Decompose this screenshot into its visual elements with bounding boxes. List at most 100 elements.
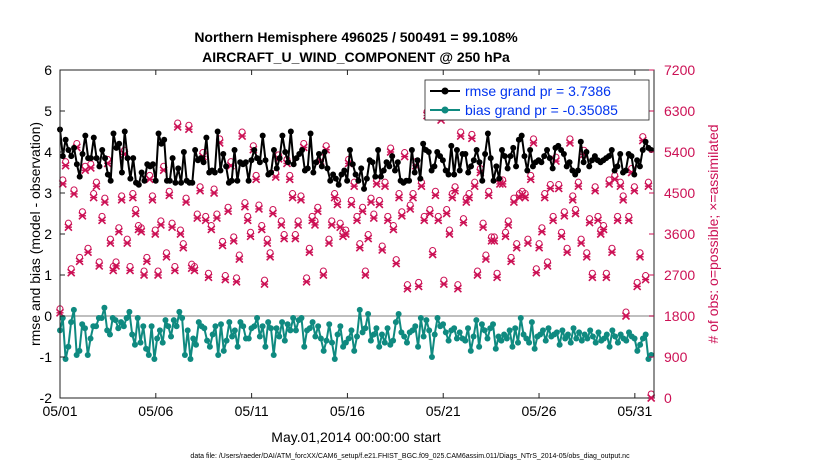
rmse-data-point — [355, 177, 362, 184]
rmse-data-point — [406, 177, 413, 184]
bias-data-point — [587, 327, 594, 334]
obs-assimilated-marker — [501, 232, 510, 241]
bias-data-point — [187, 356, 194, 363]
obs-assimilated-marker — [218, 241, 227, 250]
bias-data-point — [603, 331, 610, 338]
bias-data-point — [126, 308, 133, 315]
rmse-data-point — [417, 175, 424, 182]
bias-data-point — [256, 333, 263, 340]
bias-data-point — [345, 335, 352, 342]
bias-data-point — [612, 333, 619, 340]
obs-assimilated-marker — [512, 243, 521, 252]
bias-data-point — [337, 323, 344, 330]
bias-data-point — [573, 335, 580, 342]
obs-assimilated-marker — [535, 243, 544, 252]
chart-title-line2: AIRCRAFT_U_WIND_COMPONENT @ 250 hPa — [202, 49, 510, 65]
obs-assimilated-marker — [479, 223, 488, 232]
rmse-data-point — [276, 155, 283, 162]
x-tick-label: 05/31 — [617, 403, 652, 419]
rmse-data-point — [110, 130, 117, 137]
bias-data-point — [179, 315, 186, 322]
y-tick-label-left: -2 — [40, 390, 53, 406]
rmse-data-point — [546, 155, 553, 162]
rmse-data-point — [285, 159, 292, 166]
rmse-data-point — [310, 169, 317, 176]
bias-data-point — [84, 351, 91, 358]
rmse-data-point — [560, 151, 567, 158]
bias-data-point — [154, 335, 161, 342]
rmse-data-point — [214, 128, 221, 135]
bias-data-point — [165, 323, 172, 330]
chart-title-line1: Northern Hemisphere 496025 / 500491 = 99… — [194, 29, 518, 45]
bias-data-point — [123, 315, 130, 322]
rmse-data-point — [344, 177, 351, 184]
rmse-data-point — [68, 153, 75, 160]
bias-data-point — [168, 333, 175, 340]
bias-data-point — [376, 343, 383, 350]
rmse-data-point — [172, 179, 179, 186]
obs-assimilated-marker — [100, 198, 109, 207]
obs-assimilated-marker — [546, 184, 555, 193]
rmse-data-point — [200, 159, 207, 166]
obs-assimilated-marker — [397, 211, 406, 220]
rmse-data-point — [161, 136, 168, 143]
obs-assimilated-marker — [372, 179, 381, 188]
bias-data-point — [231, 327, 238, 334]
obs-assimilated-marker — [333, 200, 342, 209]
bias-data-point — [162, 317, 169, 324]
rmse-data-point — [377, 173, 384, 180]
rmse-data-point — [99, 146, 106, 153]
rmse-data-point — [93, 155, 100, 162]
rmse-data-point — [149, 161, 156, 168]
obs-assimilated-marker — [327, 220, 336, 229]
bias-data-point — [329, 339, 336, 346]
bias-data-point — [287, 327, 294, 334]
rmse-data-point — [487, 155, 494, 162]
obs-assimilated-marker — [184, 125, 193, 134]
obs-assimilated-marker — [196, 186, 205, 195]
bias-data-point — [156, 327, 163, 334]
bias-data-point — [262, 343, 269, 350]
obs-assimilated-marker — [568, 195, 577, 204]
rmse-data-point — [71, 144, 78, 151]
rmse-data-point — [259, 132, 266, 139]
y-tick-label-left: 2 — [44, 226, 52, 242]
rmse-data-point — [490, 177, 497, 184]
rmse-data-point — [290, 161, 297, 168]
rmse-data-point — [636, 163, 643, 170]
obs-assimilated-marker — [529, 138, 538, 147]
obs-assimilated-marker — [67, 268, 76, 277]
bias-data-point — [151, 356, 158, 363]
rmse-data-point — [639, 146, 646, 153]
obs-assimilated-marker — [207, 225, 216, 234]
obs-assimilated-marker — [375, 200, 384, 209]
obs-assimilated-marker — [554, 184, 563, 193]
obs-assimilated-marker — [291, 234, 300, 243]
obs-assimilated-marker — [596, 229, 605, 239]
obs-assimilated-marker — [361, 270, 370, 280]
rmse-data-point — [586, 163, 593, 170]
bias-data-point — [220, 347, 227, 354]
bias-data-point — [564, 331, 571, 338]
obs-assimilated-marker — [280, 234, 289, 243]
obs-assimilated-marker — [607, 248, 617, 257]
bias-data-point — [259, 323, 266, 330]
obs-assimilated-marker — [448, 193, 457, 202]
obs-assimilated-marker — [97, 216, 107, 225]
obs-assimilated-marker — [182, 198, 191, 207]
rmse-data-point — [614, 163, 621, 170]
rmse-data-point — [445, 171, 452, 178]
rmse-data-point — [287, 128, 294, 135]
bias-data-point — [378, 331, 385, 338]
bias-data-point — [384, 325, 391, 332]
rmse-data-point — [79, 151, 86, 158]
bias-data-point — [395, 310, 402, 317]
bias-data-point — [423, 317, 430, 324]
bias-data-point — [440, 321, 447, 328]
rmse-data-point — [468, 163, 475, 170]
obs-assimilated-marker — [577, 239, 586, 248]
obs-assimilated-marker — [252, 175, 261, 184]
obs-assimilated-marker — [459, 218, 468, 227]
obs-assimilated-marker — [364, 234, 373, 243]
rmse-data-point — [203, 134, 210, 141]
